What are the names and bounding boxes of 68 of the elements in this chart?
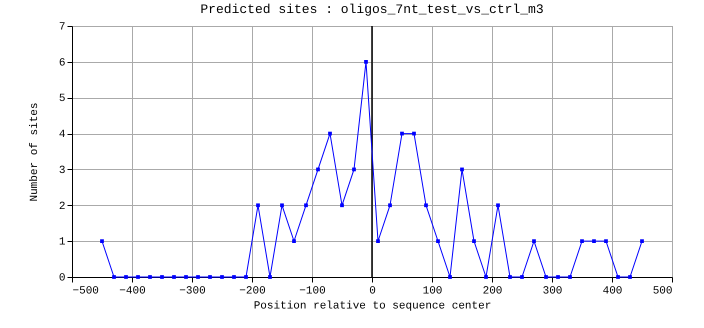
y-axis-title: Number of sites [28, 102, 41, 202]
point [448, 275, 452, 279]
point [544, 275, 548, 279]
point [112, 275, 116, 279]
point [424, 203, 428, 208]
point [580, 239, 584, 244]
point [496, 203, 500, 208]
y-tick-label: 6 [58, 57, 66, 70]
point [472, 239, 476, 244]
point [484, 275, 488, 279]
y-tick-label: 4 [58, 129, 66, 142]
point [208, 275, 212, 279]
y-tick-label: 1 [58, 236, 66, 249]
point [184, 275, 188, 279]
point [556, 275, 560, 279]
point [616, 275, 620, 279]
point [148, 275, 152, 279]
point [100, 239, 104, 244]
point [196, 275, 200, 279]
x-tick-label: −400 [119, 286, 146, 298]
point [400, 132, 404, 136]
x-tick-label: 200 [482, 286, 502, 298]
point [292, 239, 296, 244]
point [352, 168, 356, 172]
x-tick-label: 300 [542, 286, 562, 298]
point [256, 203, 260, 208]
x-tick-label: 100 [422, 286, 442, 298]
point [640, 239, 644, 244]
point [604, 239, 608, 244]
point [592, 239, 596, 244]
point [340, 203, 344, 208]
point [280, 203, 284, 208]
point [412, 132, 416, 136]
x-tick-label: −100 [299, 286, 326, 298]
x-tick-label: −300 [179, 286, 206, 298]
point [160, 275, 164, 279]
point [376, 239, 380, 244]
x-tick-label: 500 [652, 286, 672, 298]
point [232, 275, 236, 279]
x-tick-label: −500 [72, 286, 99, 298]
point [304, 203, 308, 208]
point [316, 168, 320, 172]
x-axis-title: Position relative to sequence center [254, 300, 492, 312]
point [268, 275, 272, 279]
x-tick-label: 0 [369, 286, 376, 298]
point [124, 275, 128, 279]
point [172, 275, 176, 279]
chart-title: Predicted sites : oligos_7nt_test_vs_ctrl_m3 [200, 2, 544, 17]
point [436, 239, 440, 244]
point [532, 239, 536, 244]
x-tick-label: −200 [239, 286, 266, 298]
point [520, 275, 524, 279]
point [364, 60, 368, 64]
y-tick-label: 5 [58, 93, 66, 106]
x-tick-label: 400 [602, 286, 622, 298]
point [628, 275, 632, 279]
point [328, 132, 332, 136]
y-tick-label: 0 [58, 272, 66, 284]
point [244, 275, 248, 279]
point [460, 168, 464, 172]
point [568, 275, 572, 279]
point [508, 275, 512, 279]
y-tick-label: 3 [58, 164, 66, 177]
y-tick-label: 2 [58, 200, 66, 213]
point [136, 275, 140, 279]
point [220, 275, 224, 279]
point [388, 203, 392, 208]
y-tick-label: 7 [58, 22, 66, 34]
